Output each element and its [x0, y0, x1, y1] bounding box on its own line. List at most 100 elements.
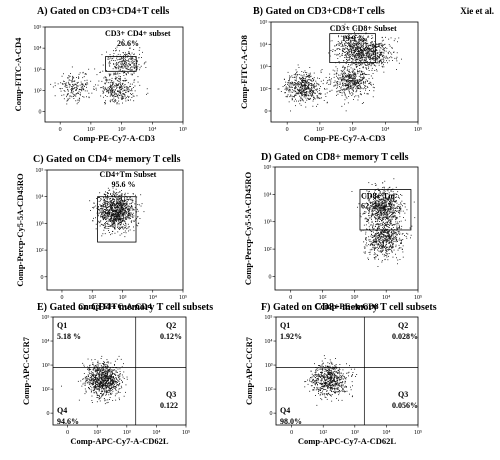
panel-c-event-dot: [101, 205, 103, 206]
panel-c-event-dot: [104, 201, 106, 203]
panel-b-event-dot: [368, 54, 370, 56]
panel-b-event-dot: [307, 86, 309, 88]
panel-c-event-dot: [109, 218, 111, 220]
panel-b-event-dot: [363, 56, 365, 58]
panel-b-event-dot: [299, 89, 301, 91]
panel-d-event-dot: [394, 232, 396, 234]
panel-c-event-dot: [103, 229, 105, 231]
panel-c-event-dot: [123, 202, 124, 204]
panel-a-event-dot: [120, 85, 122, 87]
panel-c-event-dot: [129, 210, 131, 211]
panel-d-event-dot: [389, 238, 391, 240]
panel-b-event-dot: [347, 73, 349, 75]
panel-d-event-dot: [390, 206, 392, 208]
panel-b-event-dot: [341, 89, 343, 91]
panel-a-event-dot: [112, 91, 113, 93]
panel-d-event-dot: [375, 237, 377, 238]
panel-b-event-dot: [304, 78, 306, 79]
panel-a-event-dot: [117, 90, 119, 92]
panel-d-x-tick-label: 10²: [319, 295, 327, 301]
panel-d-event-dot: [387, 230, 389, 232]
panel-b-event-dot: [284, 88, 286, 90]
panel-d-event-dot: [373, 203, 375, 204]
panel-a-event-dot: [113, 81, 115, 83]
panel-d-event-dot: [387, 209, 389, 211]
panel-c-event-dot: [103, 216, 105, 218]
panel-b-event-dot: [360, 71, 362, 73]
panel-b-event-dot: [292, 96, 294, 97]
panel-c-event-dot: [110, 193, 112, 194]
panel-b-event-dot: [308, 75, 310, 76]
panel-c-y-tick-label: 10³: [36, 221, 44, 227]
panel-c-event-dot: [128, 230, 129, 232]
panel-d-event-dot: [385, 241, 387, 243]
panel-d-event-dot: [397, 205, 398, 207]
panel-b-event-dot: [339, 81, 341, 83]
panel-b-event-dot: [357, 73, 359, 75]
panel-c-event-dot: [92, 220, 94, 221]
panel-b-event-dot: [372, 58, 374, 60]
panel-a-event-dot: [111, 91, 113, 93]
panel-b-event-dot: [340, 70, 342, 71]
panel-b-event-dot: [356, 66, 357, 68]
panel-d-event-dot: [387, 228, 389, 230]
panel-b-event-dot: [366, 55, 368, 56]
panel-d-event-dot: [377, 244, 379, 246]
panel-a-event-dot: [112, 60, 114, 61]
panel-a-event-dot: [125, 54, 127, 55]
panel-b-event-dot: [302, 78, 303, 80]
panel-b-event-dot: [367, 42, 369, 44]
panel-d-event-dot: [384, 223, 385, 224]
panel-c-event-dot: [122, 214, 124, 216]
panel-a-event-dot: [116, 79, 118, 81]
panel-b-event-dot: [358, 55, 359, 57]
panel-b-event-dot: [372, 44, 374, 45]
panel-b-event-dot: [356, 41, 358, 42]
panel-d-event-dot: [371, 242, 373, 244]
panel-d-event-dot: [391, 247, 393, 249]
panel-d-event-dot: [375, 217, 377, 219]
panel-c-event-dot: [117, 224, 118, 226]
panel-c-event-dot: [117, 215, 118, 217]
panel-d-event-dot: [389, 197, 391, 199]
panel-b-event-dot: [375, 49, 377, 51]
panel-a-event-dot: [83, 85, 85, 87]
panel-c-event-dot: [116, 197, 118, 199]
panel-b-event-dot: [295, 91, 297, 92]
panel-a-event-dot: [61, 83, 63, 84]
panel-d-event-dot: [369, 230, 371, 232]
panel-c-event-dot: [132, 209, 134, 211]
panel-a-event-dot: [131, 57, 133, 59]
panel-a-event-dot: [112, 84, 114, 85]
panel-d-event-dot: [387, 242, 389, 244]
panel-d-event-dot: [382, 227, 383, 229]
panel-d-event-dot: [372, 203, 373, 205]
panel-b-event-dot: [344, 57, 346, 58]
panel-b-event-dot: [326, 102, 328, 104]
panel-d-event-dot: [364, 252, 366, 254]
panel-d-event-dot: [404, 212, 406, 214]
panel-b-event-dot: [377, 58, 379, 60]
panel-d-event-dot: [378, 227, 380, 229]
panel-d-event-dot: [368, 212, 370, 214]
panel-c-event-dot: [102, 215, 104, 217]
panel-b-event-dot: [369, 56, 371, 58]
panel-c-event-dot: [109, 210, 110, 211]
panel-d-event-dot: [384, 212, 385, 214]
panel-b-event-dot: [369, 54, 371, 56]
panel-d-event-dot: [394, 223, 396, 225]
panel-b-event-dot: [350, 42, 352, 43]
panel-b-event-dot: [296, 100, 297, 102]
panel-d-event-dot: [390, 204, 392, 206]
panel-c-event-dot: [124, 210, 126, 212]
panel-b-event-dot: [351, 45, 352, 47]
panel-c-event-dot: [127, 214, 128, 216]
panel-c-event-dot: [114, 221, 116, 223]
panel-b-x-tick-label: 10³: [349, 127, 357, 133]
panel-d-event-dot: [385, 201, 387, 203]
panel-a-event-dot: [67, 88, 68, 90]
panel-c-event-dot: [132, 201, 134, 203]
panel-c-event-dot: [124, 207, 126, 209]
panel-b-event-dot: [369, 49, 370, 51]
panel-d-event-dot: [387, 214, 389, 216]
